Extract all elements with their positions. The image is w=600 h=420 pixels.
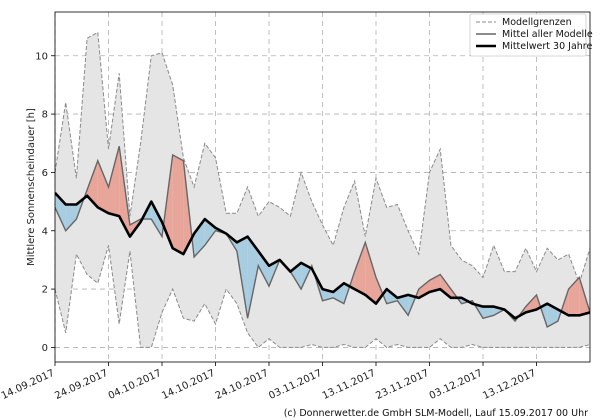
legend: Modellgrenzen Mittel aller Modelle Mitte…: [469, 13, 593, 57]
above-normal-fill: [108, 146, 120, 217]
x-tick-label: 24.10.2017: [214, 368, 271, 402]
y-tick-label: 6: [42, 168, 48, 179]
above-normal-fill: [429, 274, 441, 292]
below-normal-fill: [65, 204, 77, 231]
y-tick-label: 2: [42, 285, 48, 296]
climatology-line: [55, 191, 590, 320]
above-normal-fill: [365, 242, 376, 304]
legend-box: [469, 13, 587, 57]
above-normal-fill: [97, 160, 109, 214]
above-normal-fill: [440, 274, 451, 298]
y-tick-label: 4: [42, 226, 48, 237]
credit-text: (c) Donnerwetter.de GmbH SLM-Modell, Lau…: [284, 408, 588, 419]
series-layer: [55, 31, 590, 349]
legend-modellgrenzen-label: Modellgrenzen: [502, 17, 572, 28]
legend-mittel-label: Mittel aller Modelle: [502, 29, 593, 40]
y-tick-label: 0: [42, 343, 48, 354]
above-normal-fill: [354, 242, 366, 295]
below-normal-fill: [397, 294, 409, 316]
y-tick-label: 8: [42, 110, 48, 121]
model-upper-bound-line: [55, 31, 590, 285]
x-tick-label: 14.09.2017: [0, 368, 56, 402]
legend-mittelwert30-label: Mittelwert 30 Jahre: [502, 41, 592, 52]
x-tick-label: 24.09.2017: [53, 368, 110, 402]
below-normal-fill: [247, 236, 259, 319]
below-normal-fill: [483, 306, 494, 319]
x-tick-label: 03.11.2017: [267, 368, 324, 402]
above-normal-fill: [87, 160, 98, 208]
above-normal-fill: [376, 277, 383, 304]
x-tick-label: 13.11.2017: [321, 368, 378, 402]
above-normal-fill: [163, 154, 173, 249]
x-tick-label: 03.12.2017: [428, 368, 485, 402]
above-normal-fill: [172, 154, 184, 255]
model-range-band: [55, 32, 590, 348]
x-tick-label: 13.12.2017: [481, 368, 538, 402]
x-tick-label: 23.11.2017: [374, 368, 431, 402]
model-mean-line: [55, 145, 590, 329]
above-normal-fill: [525, 294, 537, 313]
x-tick-label: 04.10.2017: [107, 368, 164, 402]
x-tick-label: 14.10.2017: [160, 368, 217, 402]
y-axis-label: Mittlere Sonnenscheindauer [h]: [26, 108, 37, 266]
below-normal-fill: [151, 201, 162, 237]
y-tick-label: 10: [35, 51, 48, 62]
below-normal-fill: [258, 251, 269, 287]
above-normal-fill: [418, 280, 430, 298]
